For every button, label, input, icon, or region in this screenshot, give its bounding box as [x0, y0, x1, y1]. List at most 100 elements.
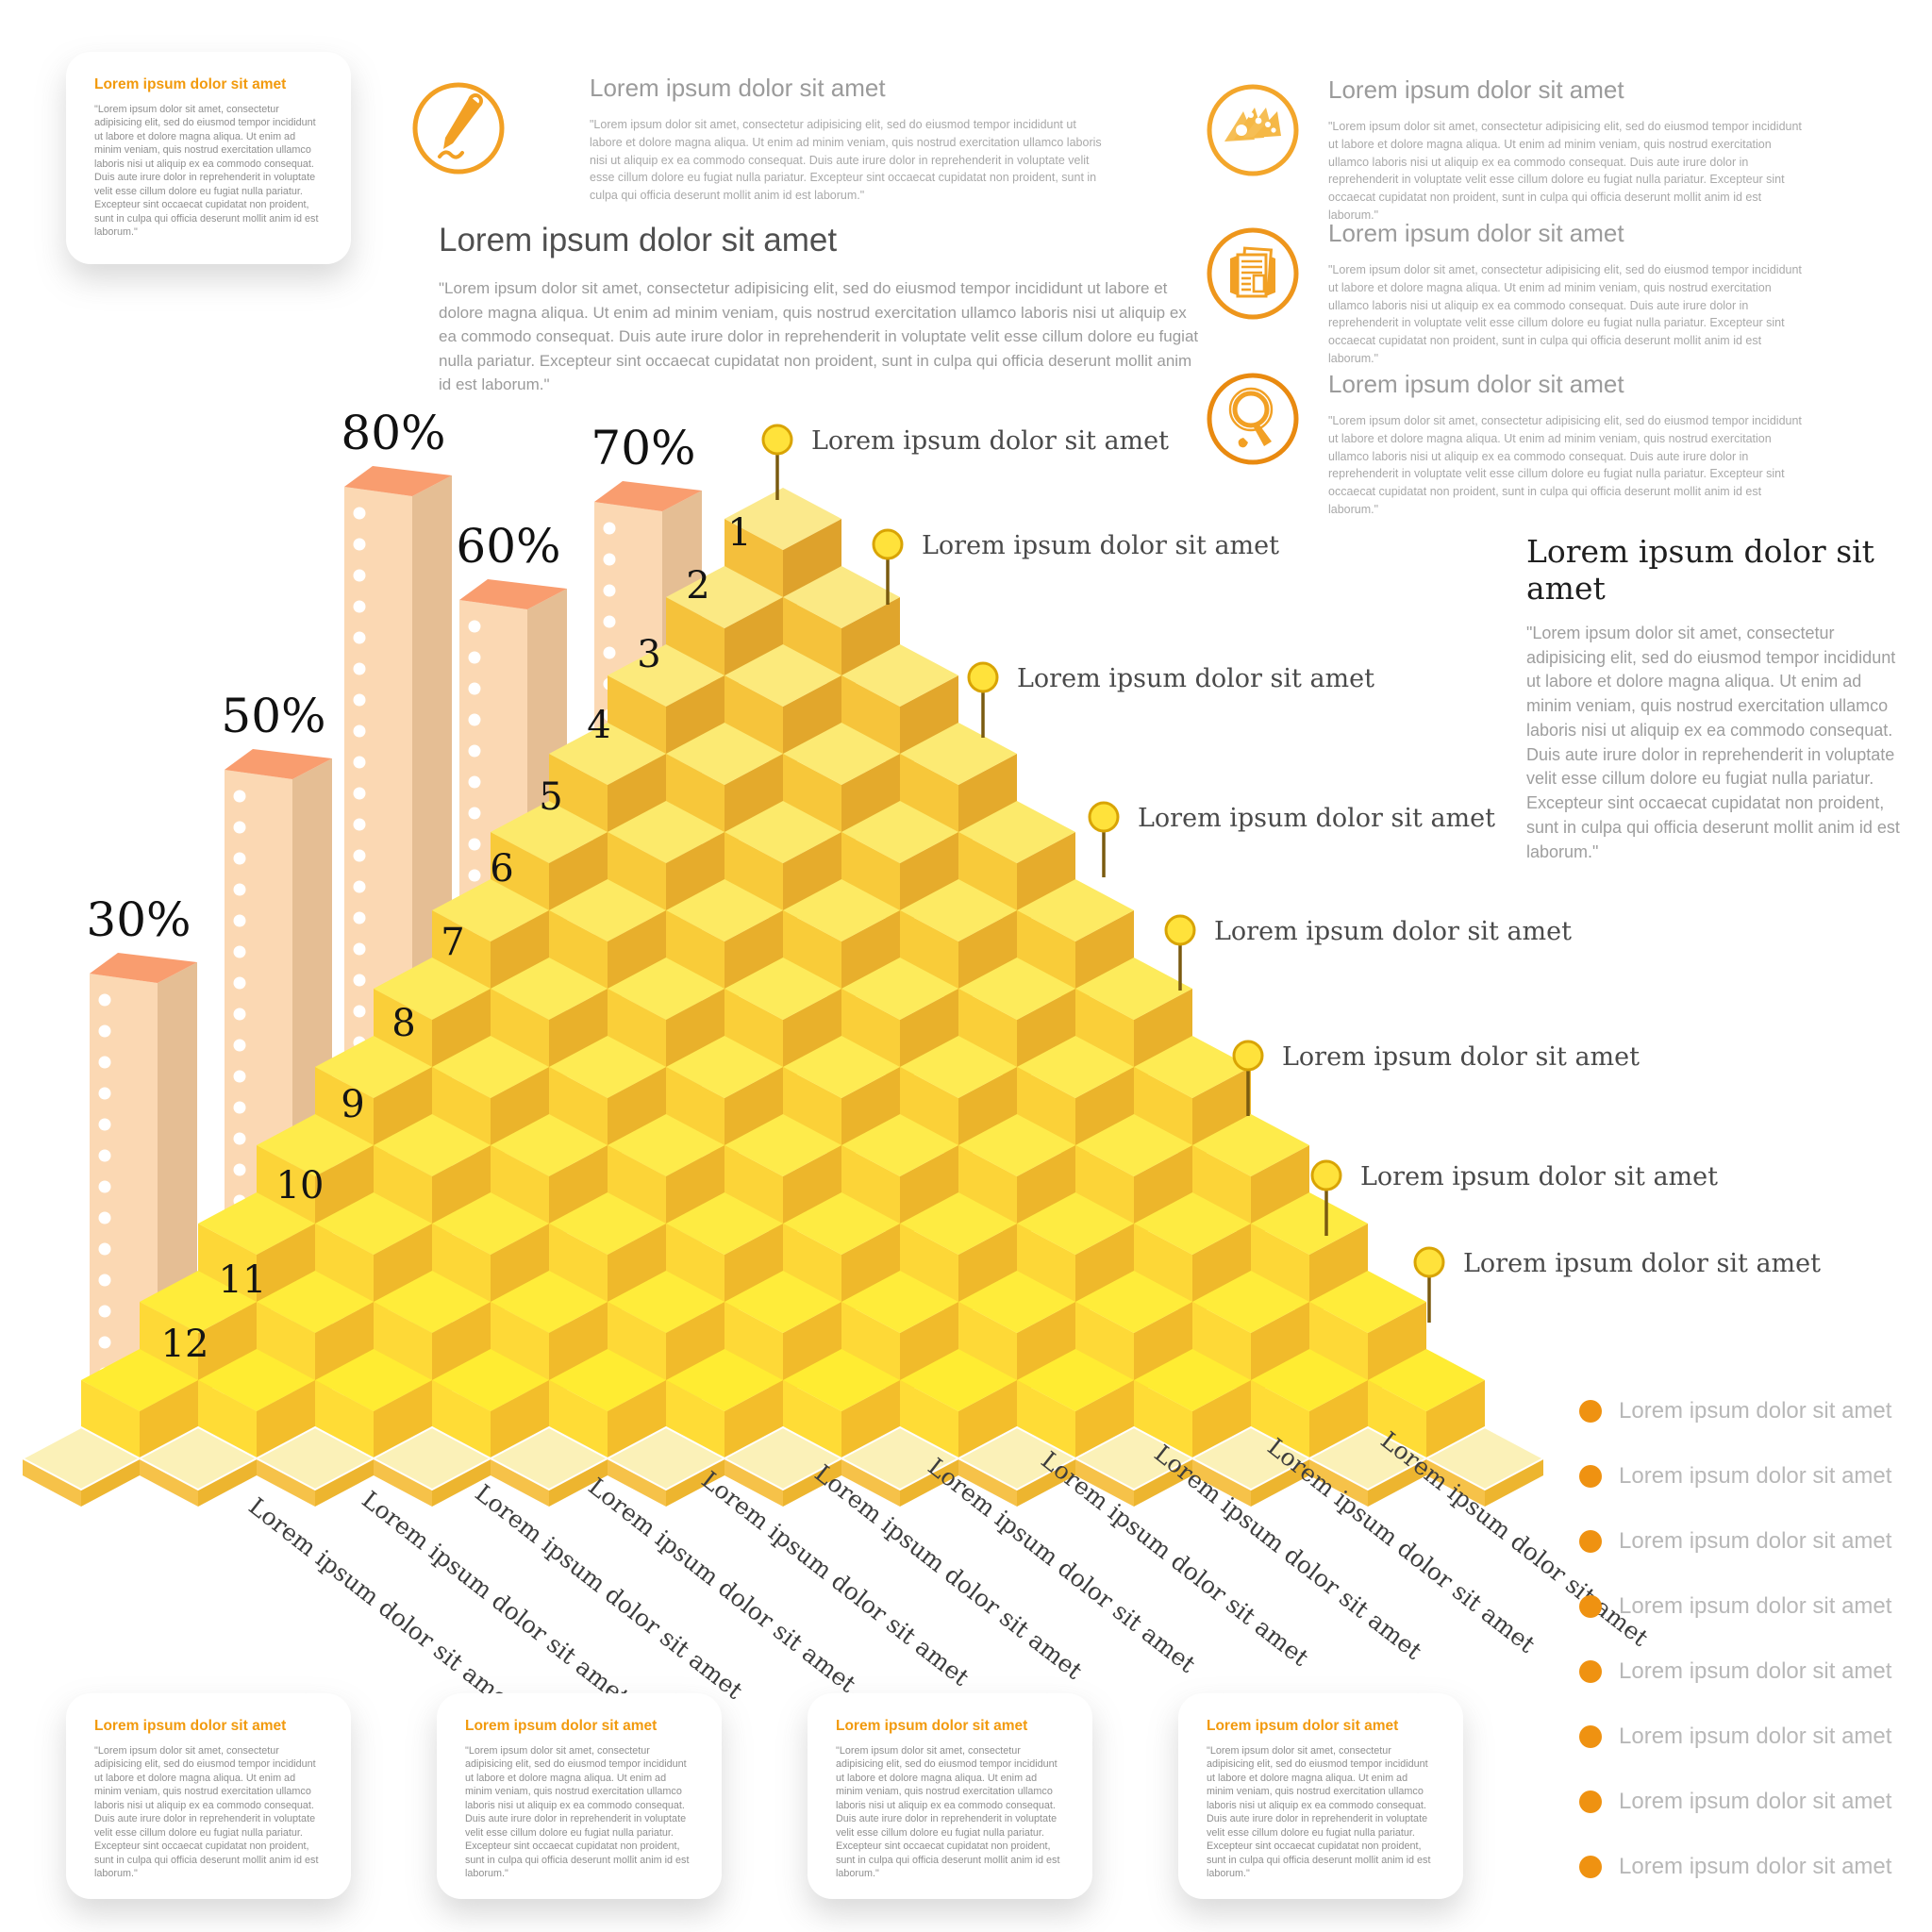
bottom-card-3-title: Lorem ipsum dolor sit amet: [836, 1718, 1028, 1734]
legend-item-7: Lorem ipsum dolor sit amet: [1579, 1789, 1892, 1814]
base-tile-left-face: [491, 1458, 549, 1507]
cube-top-face: [315, 1349, 432, 1411]
base-tile-top-face: [254, 1425, 376, 1491]
bar-top-face: [344, 466, 452, 496]
base-tile-top-face: [1190, 1425, 1312, 1491]
step-number: 11: [219, 1258, 267, 1302]
cube-top-face: [198, 1192, 315, 1255]
cube-top-face: [374, 1114, 491, 1176]
feature-item-3: Lorem ipsum dolor sit amet "Lorem ipsum …: [1328, 370, 1805, 519]
base-tile-left-face: [1192, 1458, 1251, 1507]
cube-top-face: [432, 1036, 549, 1098]
cube-top-face: [1309, 1271, 1426, 1333]
legend-dot-icon: [1579, 1530, 1602, 1553]
cube-top-face: [1017, 1036, 1134, 1098]
bottom-card-4: Lorem ipsum dolor sit amet "Lorem ipsum …: [1178, 1693, 1463, 1899]
cube-top-face: [783, 1349, 900, 1411]
pen-feature-title: Lorem ipsum dolor sit amet: [590, 74, 886, 102]
cube-top-face: [958, 958, 1075, 1020]
base-tile-top-face: [1307, 1425, 1429, 1491]
legend-item-label: Lorem ipsum dolor sit amet: [1619, 1528, 1892, 1554]
base-tile-right-face: [432, 1458, 491, 1507]
legend-item-label: Lorem ipsum dolor sit amet: [1619, 1593, 1892, 1619]
bar-dot: [353, 880, 366, 893]
bar-dot: [98, 1024, 111, 1038]
bar-top-face: [459, 579, 567, 609]
magnifier-icon: [1207, 373, 1299, 465]
feature-1-title: Lorem ipsum dolor sit amet: [1328, 75, 1624, 104]
pin-icon: [1310, 1159, 1342, 1191]
bar-dot: [98, 1149, 111, 1162]
cube-top-face: [315, 1192, 432, 1255]
bar-dot: [353, 538, 366, 551]
bar-dot: [233, 821, 246, 834]
bar-dot: [468, 651, 481, 664]
legend-item-3: Lorem ipsum dolor sit amet: [1579, 1528, 1892, 1554]
step-number: 9: [341, 1083, 364, 1126]
cube-top-face: [608, 644, 724, 707]
cube-top-face: [841, 958, 958, 1020]
bar-dot: [98, 1056, 111, 1069]
step-number: 12: [161, 1323, 209, 1366]
cube-top-face: [608, 1271, 724, 1333]
legend-dot-icon: [1579, 1790, 1602, 1813]
base-tile-left-face: [23, 1458, 81, 1507]
bar-dot: [353, 631, 366, 644]
base-tile-top-face: [839, 1425, 961, 1491]
cube-top-face: [1075, 1271, 1192, 1333]
cube-top-face: [549, 1192, 666, 1255]
legend-dot-icon: [1579, 1725, 1602, 1748]
cube-top-face: [491, 958, 608, 1020]
bar-dot: [233, 1163, 246, 1176]
bottom-card-1: Lorem ipsum dolor sit amet "Lorem ipsum …: [66, 1693, 351, 1899]
cube-top-face: [900, 1036, 1017, 1098]
legend-dot-icon: [1579, 1856, 1602, 1878]
cube-top-face: [140, 1271, 257, 1333]
cube-top-face: [257, 1271, 374, 1333]
base-tile-left-face: [608, 1458, 666, 1507]
cube-top-face: [1075, 958, 1192, 1020]
bar-dot: [233, 1008, 246, 1021]
base-tile-right-face: [1251, 1458, 1309, 1507]
base-tile-right-face: [1368, 1458, 1426, 1507]
bar-dot: [98, 1305, 111, 1318]
cube-top-face: [724, 488, 841, 550]
cube-top-face: [491, 1114, 608, 1176]
main-section: Lorem ipsum dolor sit amet "Lorem ipsum …: [439, 222, 1208, 397]
bar-dot: [233, 914, 246, 927]
legend-item-label: Lorem ipsum dolor sit amet: [1619, 1658, 1892, 1684]
legend-dot-icon: [1579, 1465, 1602, 1488]
legend-item-label: Lorem ipsum dolor sit amet: [1619, 1789, 1892, 1814]
pin-annotation-label: Lorem ipsum dolor sit amet: [1017, 664, 1374, 693]
cube-top-face: [81, 1349, 198, 1411]
cube-top-face: [432, 879, 549, 941]
cube-top-face: [549, 879, 666, 941]
legend-item-label: Lorem ipsum dolor sit amet: [1619, 1854, 1892, 1879]
bottom-card-2-title: Lorem ipsum dolor sit amet: [465, 1718, 658, 1734]
pin-icon: [1232, 1040, 1264, 1072]
cube-top-face: [783, 723, 900, 785]
pin-icon: [1413, 1246, 1445, 1278]
bar-dot: [98, 1118, 111, 1131]
feature-3-body: "Lorem ipsum dolor sit amet, consectetur…: [1328, 414, 1802, 516]
base-tile-top-face: [1424, 1425, 1546, 1491]
cube-top-face: [491, 801, 608, 863]
base-tile-left-face: [1075, 1458, 1134, 1507]
bar-dot: [353, 974, 366, 987]
bar-dot: [353, 911, 366, 924]
bar-dot: [233, 883, 246, 896]
bar-dot: [233, 1070, 246, 1083]
main-section-title: Lorem ipsum dolor sit amet: [439, 222, 838, 258]
cube-top-face: [608, 801, 724, 863]
cube-top-face: [1368, 1349, 1485, 1411]
cube-top-face: [666, 566, 783, 628]
step-number: 5: [539, 775, 562, 819]
bar-dot: [233, 1132, 246, 1145]
bar-dot: [98, 1180, 111, 1193]
bar-dot: [98, 1274, 111, 1287]
base-tile-left-face: [958, 1458, 1017, 1507]
cube-top-face: [491, 1271, 608, 1333]
pin-annotation-label: Lorem ipsum dolor sit amet: [1360, 1162, 1718, 1191]
bar-dot: [468, 838, 481, 851]
bottom-card-2: Lorem ipsum dolor sit amet "Lorem ipsum …: [437, 1693, 722, 1899]
